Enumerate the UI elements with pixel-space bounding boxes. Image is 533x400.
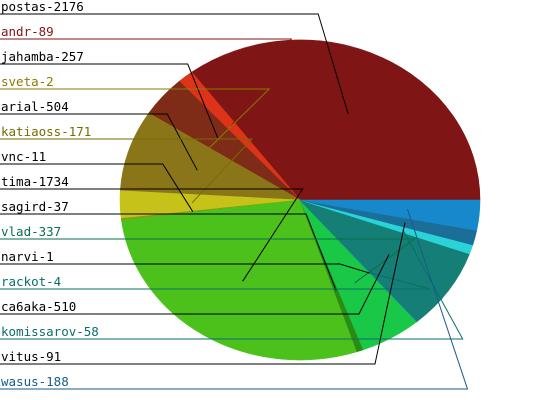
leader-line-komissarov (0, 229, 464, 340)
leader-line-vlad (0, 238, 417, 284)
leader-line-tima (0, 188, 304, 282)
slice-label-arial: arial-504 (1, 99, 69, 114)
leader-line-sagird (0, 213, 337, 291)
leader-line-sveta (0, 88, 271, 149)
leader-line-wasus (0, 209, 469, 390)
slice-label-narvi: narvi-1 (1, 249, 54, 264)
leader-line-rackot (0, 272, 431, 290)
slice-label-andr: andr-89 (1, 24, 54, 39)
slice-label-sagird: sagird-37 (1, 199, 69, 214)
slice-label-vnc: vnc-11 (1, 149, 46, 164)
pie-slices (119, 39, 481, 361)
slice-label-vlad: vlad-337 (1, 224, 61, 239)
slice-label-sveta: sveta-2 (1, 74, 54, 89)
slice-labels: postas-2176 andr-89 jahamba-257 sveta-2 aria… (1, 0, 99, 389)
leader-line-jahamba (0, 63, 219, 138)
leader-line-arial (0, 113, 198, 171)
slice-label-ca6aka: ca6aka-510 (1, 299, 76, 314)
pie-slice-wasus (299, 199, 481, 231)
slice-label-jahamba: jahamba-257 (1, 49, 84, 64)
slice-label-wasus: wasus-188 (1, 374, 69, 389)
pie-slice-tima (121, 199, 358, 361)
leader-line-vnc (0, 163, 194, 212)
slice-label-tima: tima-1734 (1, 174, 69, 189)
pie-slice-postas (191, 39, 481, 201)
leader-line-vitus (0, 222, 406, 365)
slice-label-postas: postas-2176 (1, 0, 84, 14)
leader-line-narvi (0, 263, 371, 274)
leader-line-andr (0, 38, 293, 127)
slice-label-rackot: rackot-4 (1, 274, 61, 289)
leader-line-postas (0, 13, 349, 115)
slice-label-vitus: vitus-91 (1, 349, 61, 364)
leader-lines (0, 13, 469, 390)
leader-line-ca6aka (0, 254, 390, 315)
leader-line-katiaoss (0, 138, 254, 204)
slice-label-komissarov: komissarov-58 (1, 324, 99, 339)
slice-label-katiaoss: katiaoss-171 (1, 124, 91, 139)
